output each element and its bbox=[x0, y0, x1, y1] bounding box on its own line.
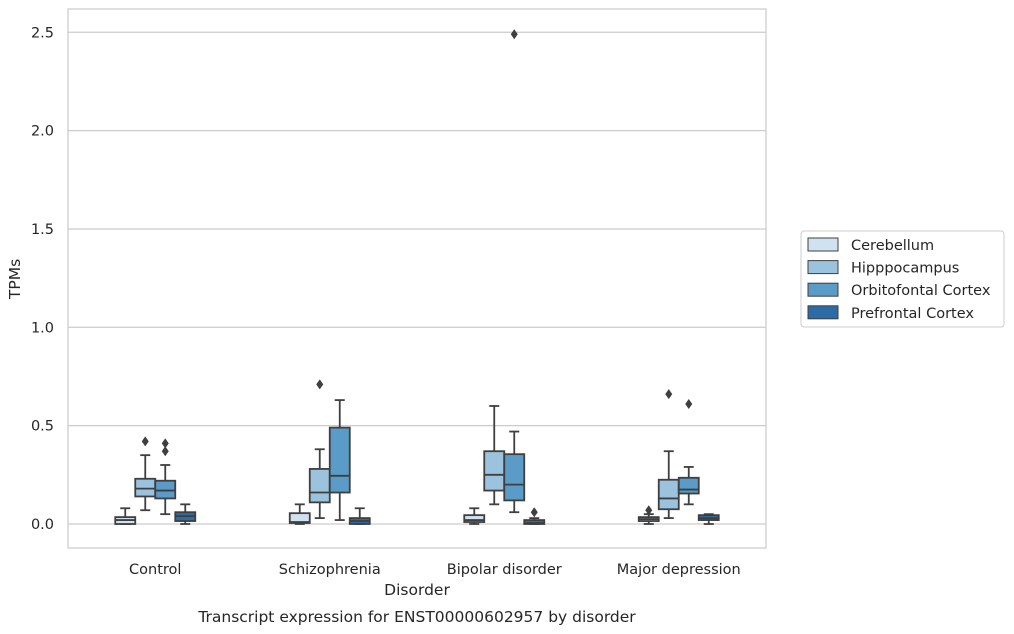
outlier-marker bbox=[161, 446, 169, 457]
legend-swatch bbox=[807, 305, 839, 320]
box-group bbox=[523, 507, 546, 525]
box bbox=[463, 514, 486, 523]
outlier-marker bbox=[665, 389, 673, 400]
box-group bbox=[308, 379, 331, 519]
y-axis-ticks: 0.0 0.5 1.0 1.5 2.0 2.5 bbox=[31, 25, 54, 533]
outlier-marker bbox=[161, 438, 169, 449]
legend: Cerebellum Hipppocampus Orbitofontal Corte… bbox=[800, 230, 1005, 328]
legend-label: Prefrontal Cortex bbox=[851, 306, 974, 322]
box-group bbox=[134, 436, 157, 512]
box bbox=[308, 468, 331, 504]
box-group bbox=[637, 505, 660, 525]
outlier-marker bbox=[316, 379, 324, 390]
box bbox=[134, 477, 157, 498]
box bbox=[483, 450, 506, 492]
box-plot-boxes bbox=[114, 29, 720, 525]
y-tick-label: 0.0 bbox=[31, 517, 54, 533]
legend-label: Orbitofontal Cortex bbox=[851, 283, 991, 299]
box-group bbox=[463, 507, 486, 525]
box bbox=[288, 512, 311, 524]
x-tick-label: Major depression bbox=[617, 562, 741, 578]
box-group bbox=[483, 405, 506, 506]
y-tick-label: 2.5 bbox=[31, 25, 54, 41]
legend-label: Cerebellum bbox=[851, 238, 934, 254]
box-group bbox=[288, 503, 311, 525]
x-tick-label: Schizophrenia bbox=[279, 562, 381, 578]
box bbox=[523, 519, 546, 525]
legend-swatch bbox=[807, 282, 839, 297]
x-tick-label: Bipolar disorder bbox=[447, 562, 562, 578]
legend-swatch bbox=[807, 260, 839, 275]
y-tick-label: 2.0 bbox=[31, 124, 54, 140]
box bbox=[328, 426, 351, 494]
y-axis-label: TPMs bbox=[6, 259, 24, 300]
box-group bbox=[677, 399, 700, 506]
plot-area-frame bbox=[67, 8, 767, 549]
box-group bbox=[114, 507, 137, 525]
box bbox=[657, 478, 680, 511]
x-axis-label: Disorder bbox=[384, 581, 450, 599]
y-tick-label: 1.0 bbox=[31, 320, 54, 336]
x-tick-label: Control bbox=[129, 562, 181, 578]
box-group bbox=[174, 503, 197, 525]
box-group bbox=[657, 389, 680, 519]
box-group bbox=[348, 507, 371, 525]
box-group bbox=[328, 399, 351, 521]
box-group bbox=[154, 438, 177, 516]
box-group bbox=[697, 513, 720, 525]
legend-swatch bbox=[807, 237, 839, 252]
y-tick-label: 0.5 bbox=[31, 419, 54, 435]
box bbox=[503, 453, 526, 502]
y-tick-label: 1.5 bbox=[31, 222, 54, 238]
legend-frame bbox=[800, 230, 1005, 328]
box-group bbox=[503, 29, 526, 514]
outlier-marker bbox=[510, 29, 518, 40]
outlier-marker bbox=[685, 399, 693, 410]
x-axis-ticks: Control Schizophrenia Bipolar disorder Majo… bbox=[129, 562, 741, 578]
box bbox=[154, 479, 177, 500]
box bbox=[677, 476, 700, 495]
chart-caption: Transcript expression for ENST0000060295… bbox=[197, 608, 636, 626]
outlier-marker bbox=[645, 505, 653, 516]
outlier-marker bbox=[530, 507, 538, 518]
legend-label: Hipppocampus bbox=[851, 261, 959, 277]
grid-lines bbox=[68, 31, 766, 525]
outlier-marker bbox=[141, 436, 149, 447]
